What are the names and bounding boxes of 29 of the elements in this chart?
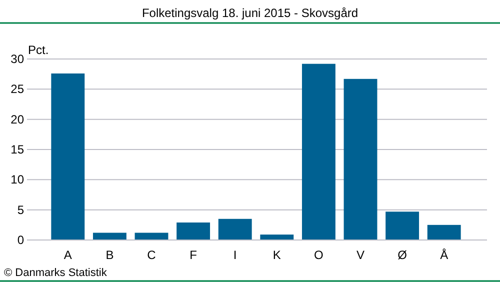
- y-tick-label: 0: [17, 233, 24, 247]
- bar: [344, 78, 378, 240]
- x-tick-label: Ø: [398, 248, 407, 262]
- y-tick-label: 10: [10, 172, 24, 187]
- x-tick-label: C: [147, 248, 156, 262]
- bar: [218, 218, 252, 240]
- y-tick-label: 25: [10, 82, 24, 96]
- bar: [427, 224, 461, 240]
- x-tick-label: Å: [440, 248, 448, 262]
- bar: [92, 232, 126, 240]
- y-tick-label: 5: [17, 202, 24, 217]
- x-tick-label: O: [314, 248, 324, 262]
- bar: [176, 222, 210, 240]
- x-tick-label: F: [190, 248, 197, 262]
- bar: [386, 212, 420, 240]
- text: © Danmarks Statistik: [4, 267, 108, 279]
- y-axis-title: Pct.: [28, 43, 49, 57]
- x-tick-label: B: [106, 248, 114, 262]
- bar: [51, 73, 85, 240]
- x-tick-label: A: [64, 248, 72, 262]
- bar: [302, 64, 336, 240]
- chart-title: Folketingsvalg 18. juni 2015 - Skovsgård: [142, 6, 358, 20]
- x-tick-label: V: [356, 248, 365, 262]
- y-tick-label: 20: [10, 112, 24, 126]
- bar: [260, 234, 294, 240]
- y-tick-label: 15: [10, 142, 24, 156]
- x-tick-label: K: [272, 248, 281, 262]
- x-tick-label: I: [233, 248, 237, 262]
- y-tick-label: 30: [10, 52, 24, 66]
